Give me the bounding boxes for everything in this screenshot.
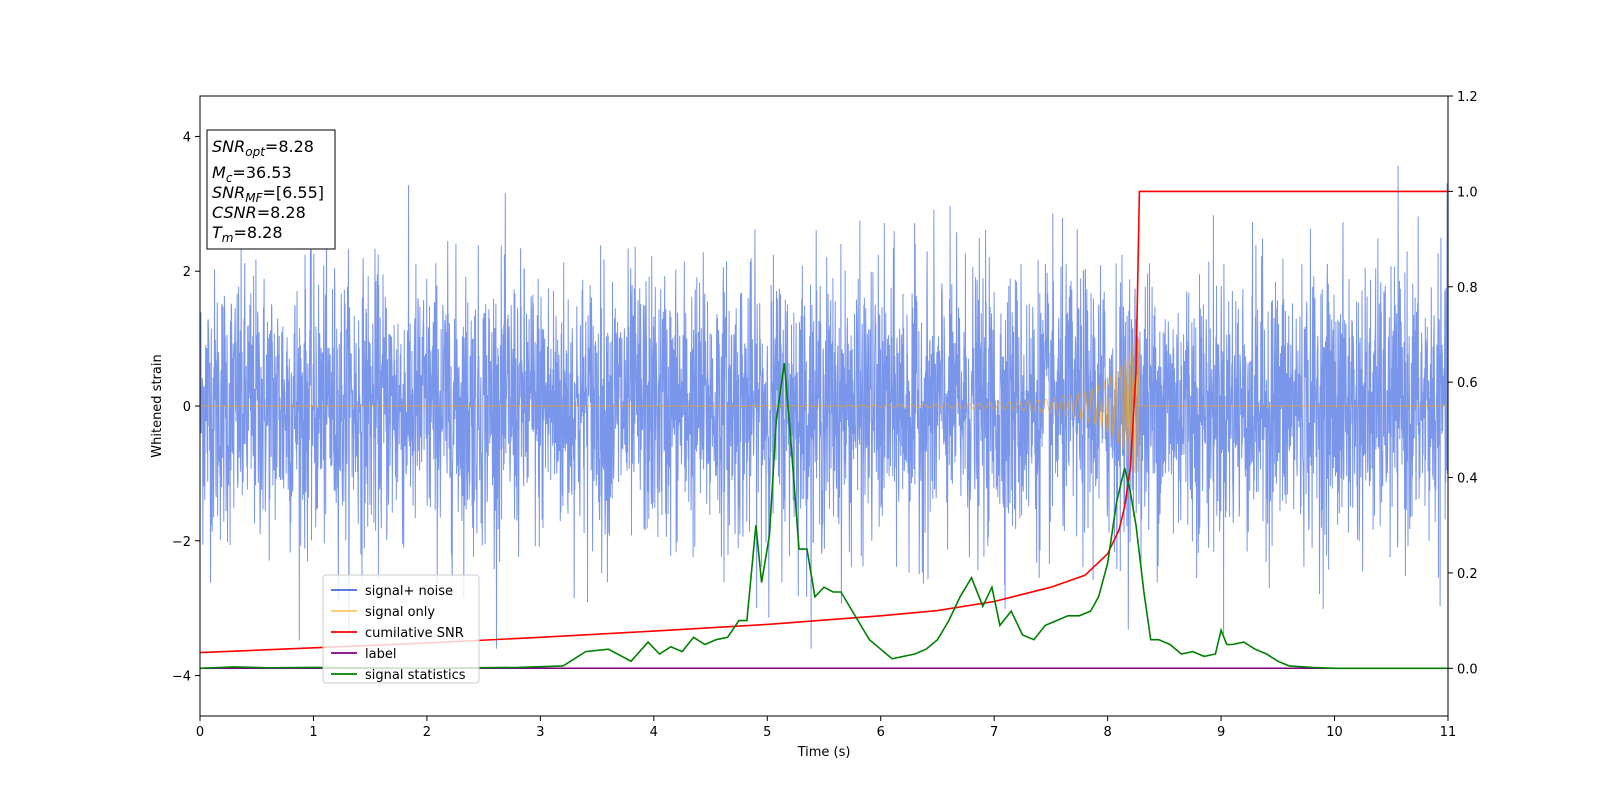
y-right-tick-label: 0.2 — [1457, 567, 1478, 582]
x-tick-label: 9 — [1217, 725, 1225, 740]
y-left-tick-label: 4 — [183, 130, 191, 145]
info-csnr: CSNR=8.28 — [212, 203, 306, 222]
y-axis-right: 0.0 0.2 0.4 0.6 0.8 1.0 1.2 — [1448, 90, 1478, 677]
y-left-tick-label: −4 — [172, 670, 191, 685]
info-snr-mf: SNRMF=[6.55] — [212, 183, 324, 205]
x-tick-label: 2 — [423, 725, 431, 740]
y-right-tick-label: 0.4 — [1457, 472, 1478, 487]
x-tick-label: 11 — [1440, 725, 1457, 740]
series-signal-noise — [200, 165, 1448, 649]
y-right-tick-label: 0.0 — [1457, 662, 1478, 677]
series-signal-statistics — [200, 362, 1448, 670]
y-axis-left: −4 −2 0 2 4 — [172, 130, 200, 685]
x-axis: 0 1 2 3 4 5 6 7 8 9 10 11 — [196, 716, 1456, 740]
y-left-tick-label: 0 — [183, 400, 191, 415]
y-right-tick-label: 1.0 — [1457, 185, 1478, 200]
legend-label: cumilative SNR — [365, 626, 464, 641]
x-tick-label: 8 — [1103, 725, 1111, 740]
info-tm: Tm=8.28 — [212, 223, 283, 245]
info-box: SNRopt=8.28 Mc=36.53 SNRMF=[6.55] CSNR=8… — [206, 129, 336, 250]
x-tick-label: 5 — [763, 725, 771, 740]
y-left-tick-label: 2 — [183, 265, 191, 280]
legend-frame — [322, 574, 480, 684]
x-tick-label: 10 — [1326, 725, 1343, 740]
legend-label: label — [365, 647, 396, 662]
y-right-tick-label: 0.6 — [1457, 376, 1478, 391]
series-signal-only — [200, 338, 1448, 474]
legend-label: signal+ noise — [365, 584, 453, 599]
y-left-tick-label: −2 — [172, 535, 191, 550]
y-axis-title: Whitened strain — [150, 354, 165, 457]
legend: signal+ noise signal only cumilative SNR la… — [322, 574, 480, 684]
x-tick-label: 3 — [536, 725, 544, 740]
y-right-tick-label: 1.2 — [1457, 90, 1478, 105]
x-tick-label: 7 — [990, 725, 998, 740]
series-cumilative-snr — [200, 190, 1448, 654]
legend-label: signal only — [365, 605, 435, 620]
y-right-tick-label: 0.8 — [1457, 281, 1478, 296]
info-box-frame — [206, 129, 336, 250]
info-mc: Mc=36.53 — [212, 163, 292, 185]
info-snr-opt: SNRopt=8.28 — [212, 137, 314, 159]
x-tick-label: 1 — [309, 725, 317, 740]
x-tick-label: 0 — [196, 725, 204, 740]
x-tick-label: 4 — [650, 725, 658, 740]
x-axis-title: Time (s) — [797, 745, 851, 760]
x-tick-label: 6 — [877, 725, 885, 740]
legend-label: signal statistics — [365, 668, 466, 683]
